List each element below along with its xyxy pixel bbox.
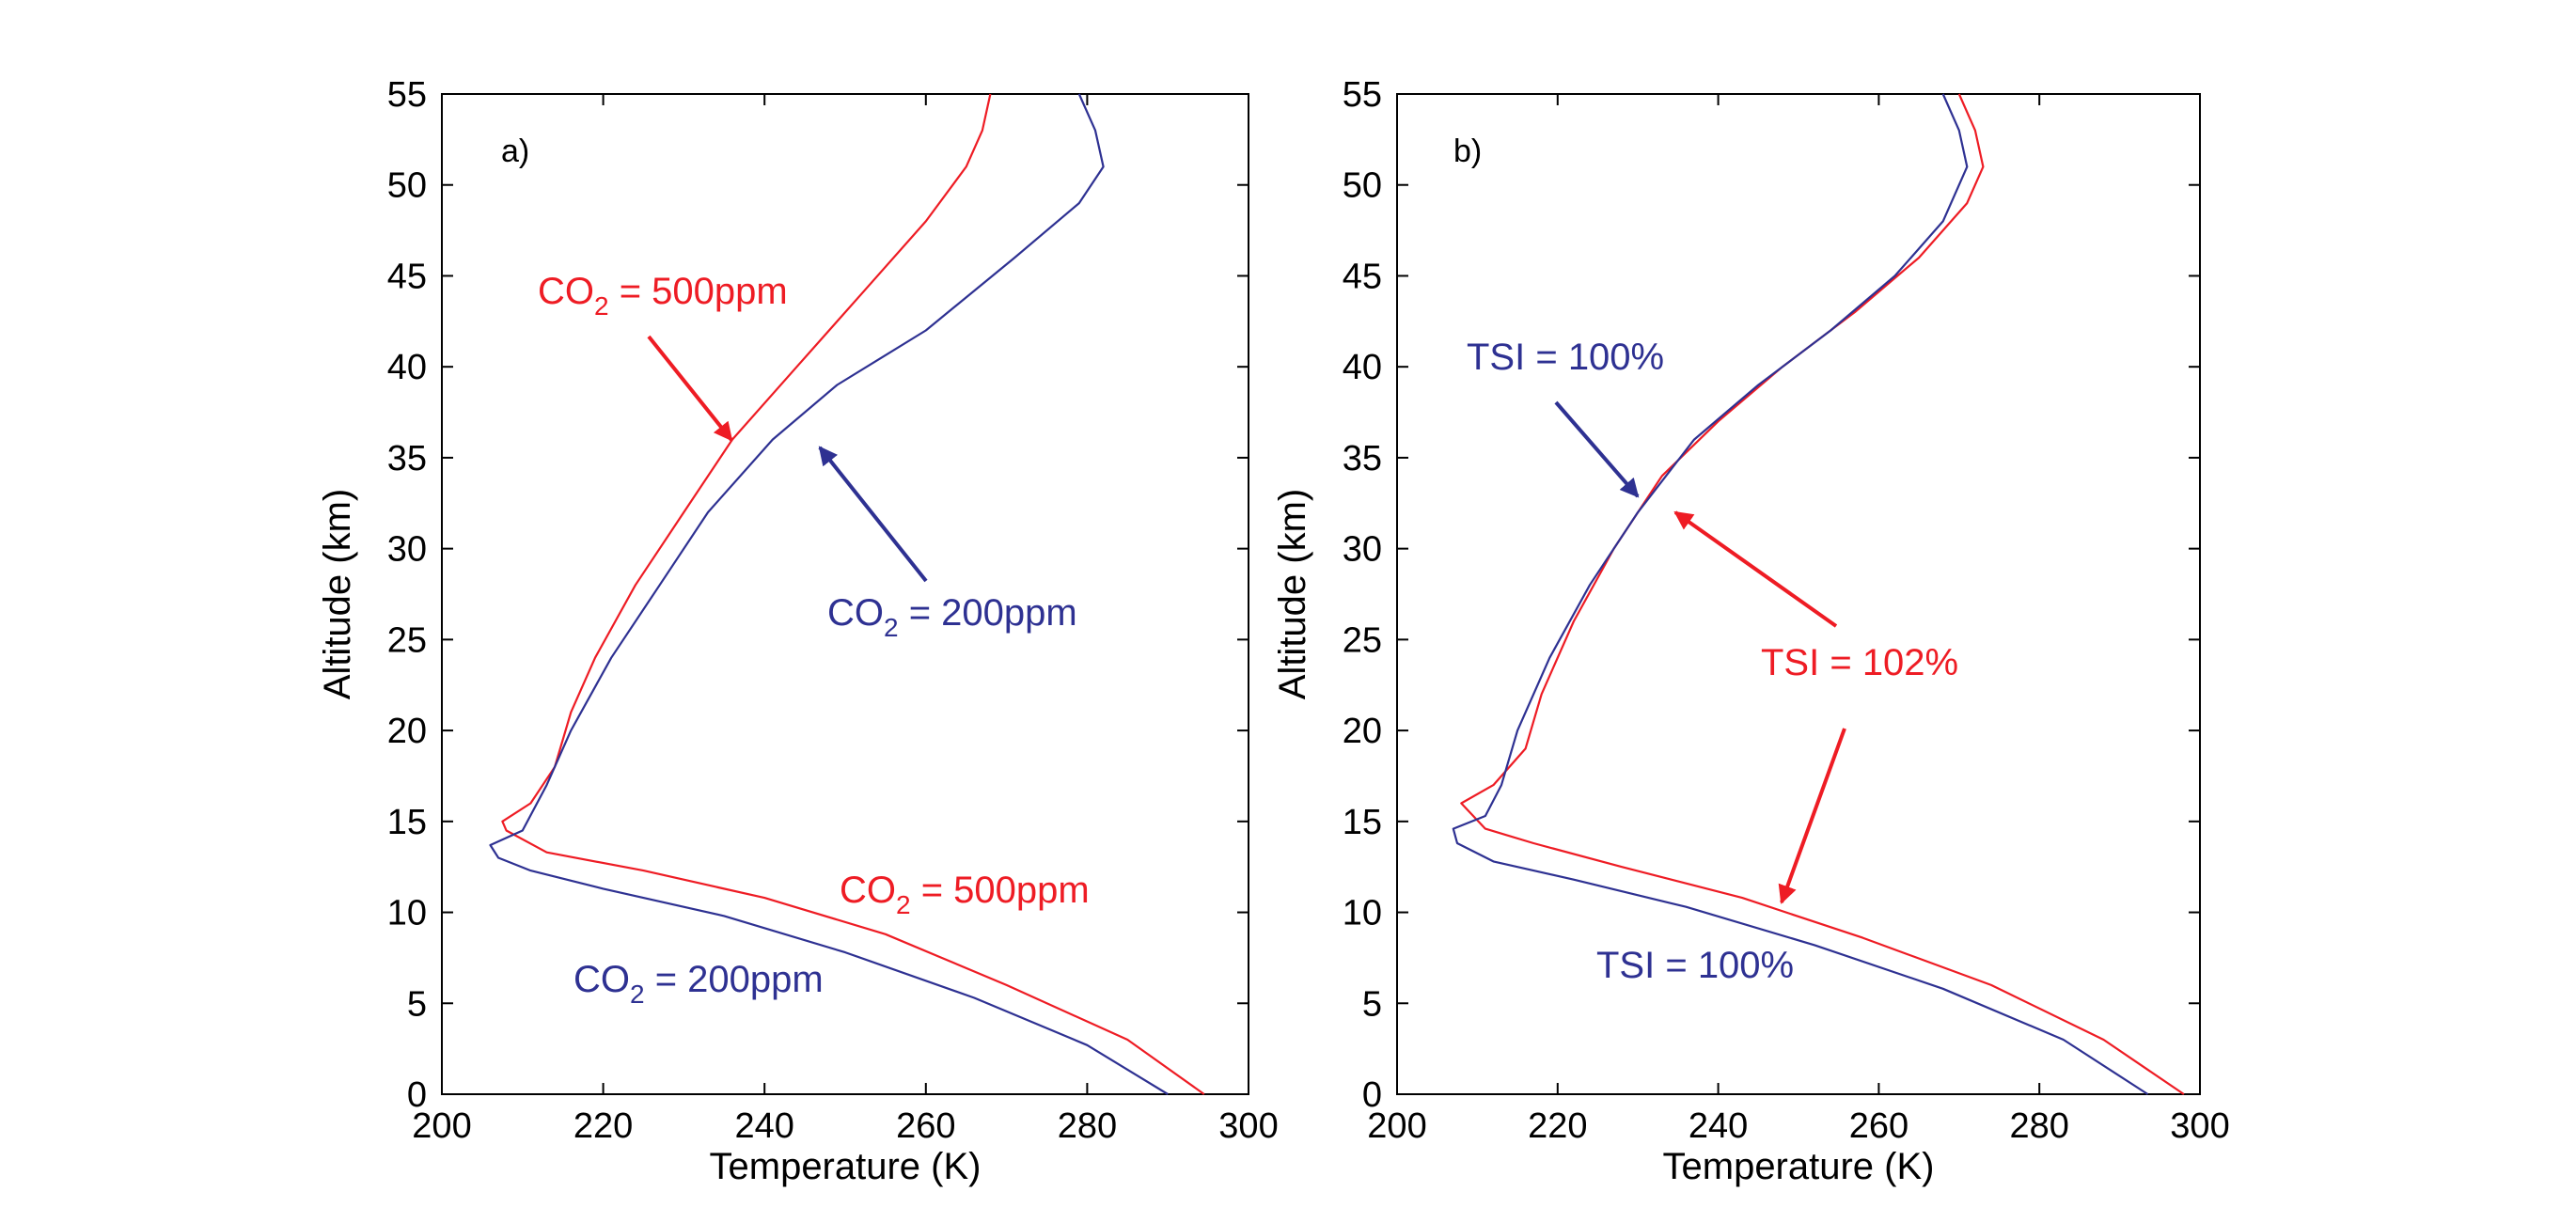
x-axis-label: Temperature (K) bbox=[710, 1146, 982, 1187]
x-tick-label: 200 bbox=[412, 1106, 471, 1146]
y-axis-label: Altitude (km) bbox=[317, 489, 358, 700]
annotation-label: TSI = 100% bbox=[1596, 945, 1794, 986]
y-tick-label: 5 bbox=[407, 984, 427, 1024]
x-axis-label: Temperature (K) bbox=[1663, 1146, 1935, 1187]
annotation-arrow bbox=[1778, 728, 1846, 904]
plot-frame bbox=[441, 93, 1249, 1095]
annotation-arrow bbox=[1554, 400, 1640, 498]
series-line bbox=[1452, 93, 2149, 1095]
y-tick-label: 45 bbox=[387, 257, 427, 296]
x-tick-label: 300 bbox=[2170, 1106, 2229, 1146]
plot-frame bbox=[1396, 93, 2201, 1095]
y-tick-label: 55 bbox=[1343, 75, 1382, 115]
y-tick-label: 0 bbox=[1362, 1075, 1382, 1115]
y-tick-label: 30 bbox=[387, 530, 427, 570]
annotation-label: CO2 = 500ppm bbox=[840, 870, 1090, 919]
y-tick-label: 30 bbox=[1343, 530, 1382, 570]
y-tick-label: 25 bbox=[387, 620, 427, 660]
x-tick-label: 240 bbox=[1689, 1106, 1748, 1146]
series-line bbox=[1460, 93, 2185, 1095]
y-tick-label: 10 bbox=[387, 894, 427, 933]
y-tick-label: 20 bbox=[387, 712, 427, 751]
annotation-label: TSI = 100% bbox=[1467, 337, 1664, 378]
y-tick-label: 25 bbox=[1343, 620, 1382, 660]
y-tick-label: 35 bbox=[387, 439, 427, 478]
x-tick-label: 220 bbox=[1528, 1106, 1587, 1146]
panel-label: a) bbox=[501, 133, 529, 169]
y-axis-label: Altitude (km) bbox=[1272, 489, 1313, 700]
y-tick-label: 10 bbox=[1343, 894, 1382, 933]
y-tick-label: 45 bbox=[1343, 257, 1382, 296]
y-tick-label: 50 bbox=[1343, 166, 1382, 206]
y-tick-label: 5 bbox=[1362, 984, 1382, 1024]
x-tick-label: 280 bbox=[1058, 1106, 1117, 1146]
panel-a: 200 220 240 260 280 300 0 5 10 15 20 25 30 35 40 45 50 55… bbox=[317, 75, 1279, 1187]
panel-b: 200 220 240 260 280 300 0 5 10 15 20 25 30 35 40 45 50 55… bbox=[1272, 75, 2230, 1187]
y-tick-label: 55 bbox=[387, 75, 427, 115]
annotation-label: CO2 = 200ppm bbox=[573, 959, 824, 1009]
x-tick-label: 280 bbox=[2009, 1106, 2068, 1146]
annotation-arrow bbox=[818, 446, 928, 583]
x-tick-label: 260 bbox=[896, 1106, 955, 1146]
y-tick-label: 40 bbox=[387, 348, 427, 387]
annotation-arrow bbox=[647, 335, 733, 442]
annotation-label: CO2 = 500ppm bbox=[538, 271, 788, 321]
series-line bbox=[489, 93, 1169, 1095]
annotation-label: TSI = 102% bbox=[1761, 642, 1958, 683]
y-tick-label: 15 bbox=[387, 803, 427, 842]
x-tick-label: 200 bbox=[1367, 1106, 1426, 1146]
x-tick-label: 240 bbox=[734, 1106, 793, 1146]
series-line bbox=[501, 93, 1205, 1095]
annotation-label: CO2 = 200ppm bbox=[827, 592, 1077, 642]
y-tick-label: 50 bbox=[387, 166, 427, 206]
y-tick-label: 20 bbox=[1343, 712, 1382, 751]
x-tick-label: 300 bbox=[1218, 1106, 1278, 1146]
x-tick-label: 260 bbox=[1849, 1106, 1908, 1146]
y-tick-label: 0 bbox=[407, 1075, 427, 1115]
x-tick-label: 220 bbox=[573, 1106, 633, 1146]
y-tick-label: 40 bbox=[1343, 348, 1382, 387]
y-tick-label: 35 bbox=[1343, 439, 1382, 478]
y-tick-label: 15 bbox=[1343, 803, 1382, 842]
panel-label: b) bbox=[1453, 133, 1482, 169]
annotation-arrow bbox=[1673, 510, 1838, 628]
